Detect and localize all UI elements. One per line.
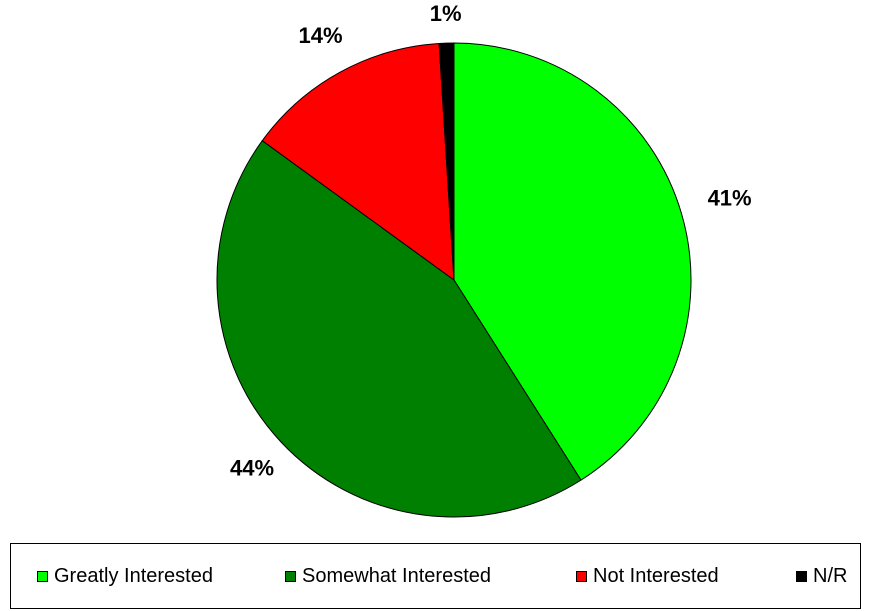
pie-slice-not-interested [261,42,455,282]
data-label-greatly-interested: 41% [708,186,752,211]
pie-slice-nr [438,42,455,281]
legend-label-greatly-interested: Greatly Interested [54,564,213,587]
legend-label-not-interested: Not Interested [593,564,719,587]
legend-item-nr: N/R [796,544,847,608]
legend-item-not-interested: Not Interested [576,544,719,608]
pie-slices [216,42,692,518]
pie-chart: 41% 44% 14% 1% [216,1,752,518]
data-label-not-interested: 14% [299,23,343,48]
legend-item-greatly-interested: Greatly Interested [37,544,213,608]
pie-slice-somewhat-interested [216,139,582,518]
chart-legend: Greatly Interested Somewhat Interested N… [10,543,861,609]
legend-swatch-not-interested [576,570,587,582]
pie-slice-greatly-interested [453,42,692,481]
legend-swatch-greatly-interested [37,570,48,582]
legend-label-somewhat-interested: Somewhat Interested [302,564,491,587]
data-label-nr: 1% [430,1,462,26]
legend-swatch-somewhat-interested [285,570,296,582]
pie-data-labels: 41% 44% 14% 1% [230,1,752,480]
legend-item-somewhat-interested: Somewhat Interested [285,544,491,608]
legend-label-nr: N/R [813,564,848,587]
data-label-somewhat-interested: 44% [230,455,274,480]
legend-swatch-nr [796,570,807,582]
